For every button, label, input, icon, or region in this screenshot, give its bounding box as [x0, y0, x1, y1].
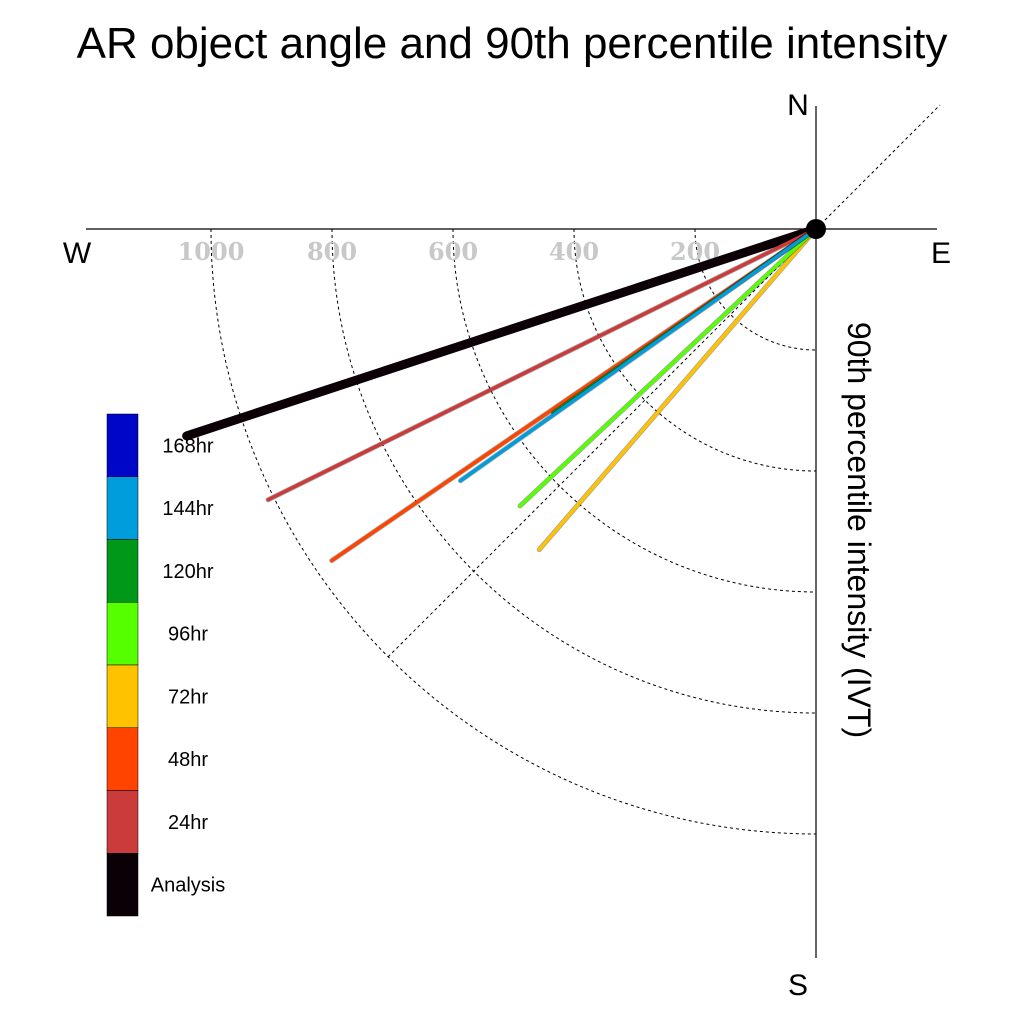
legend-label: 144hr	[162, 498, 213, 520]
radial-tick-label: 600	[428, 237, 478, 266]
legend-label: 24hr	[168, 812, 208, 834]
radial-tick-label: 1000	[178, 237, 245, 266]
series-line-analysis	[182, 224, 821, 441]
series-line-24hr	[266, 227, 818, 502]
origin-marker	[806, 219, 826, 239]
legend-swatch-120hr	[106, 539, 139, 603]
compass-south-label: S	[788, 969, 808, 1002]
compass-west-label: W	[63, 237, 92, 270]
series-line-144hr	[458, 227, 818, 483]
legend-swatch-analysis	[106, 853, 139, 917]
grid-arc-1	[573, 228, 817, 472]
legend-swatch-168hr	[106, 413, 139, 477]
legend-swatch-24hr	[106, 790, 139, 854]
legend: 168hr 144hr 120hr 96hr 72hr 48hr 24hr Analysis	[106, 413, 225, 917]
legend-label: 168hr	[162, 435, 213, 457]
legend-swatch-144hr	[106, 476, 139, 540]
legend-swatch-72hr	[106, 664, 139, 728]
radial-tick-label: 400	[549, 237, 599, 266]
legend-swatch-96hr	[106, 602, 139, 666]
chart-title: AR object angle and 90th percentile inte…	[77, 19, 948, 68]
legend-label: 72hr	[168, 686, 208, 708]
compass-axes	[86, 106, 937, 958]
radial-grid	[210, 104, 941, 835]
legend-label: Analysis	[151, 875, 225, 897]
legend-label: 120hr	[162, 561, 213, 583]
legend-label: 48hr	[168, 749, 208, 771]
grid-arc-0	[694, 228, 817, 351]
compass-north-label: N	[787, 89, 809, 122]
series-line-96hr	[518, 227, 818, 508]
compass-east-label: E	[931, 237, 951, 270]
radial-axis-label: 90th percentile intensity (IVT)	[841, 322, 877, 738]
series-line-72hr	[537, 227, 818, 552]
radial-tick-label: 800	[307, 237, 357, 266]
series-lines	[182, 224, 821, 564]
diagonal-guide	[387, 104, 941, 658]
legend-swatch-48hr	[106, 727, 139, 791]
legend-label: 96hr	[168, 624, 208, 646]
